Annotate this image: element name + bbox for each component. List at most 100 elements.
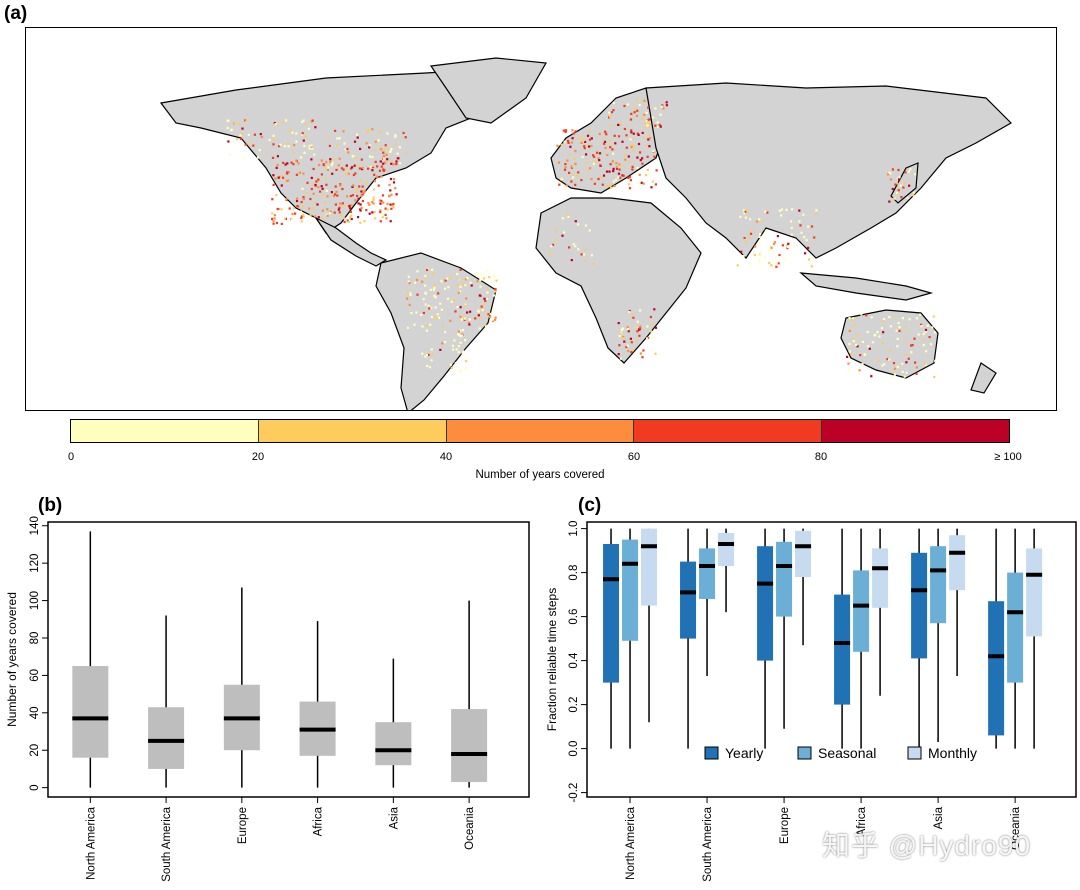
station-point (802, 213, 805, 216)
station-point (770, 246, 773, 249)
station-point (474, 317, 477, 320)
station-point (312, 183, 315, 186)
station-point (898, 326, 901, 329)
station-point (612, 170, 615, 173)
station-point (915, 366, 918, 369)
y-tick-label: 0.4 (568, 652, 580, 669)
station-point (327, 137, 330, 140)
box (757, 546, 774, 661)
station-point (586, 161, 589, 164)
station-point (361, 185, 364, 188)
station-point (354, 172, 357, 175)
station-point (320, 173, 323, 176)
station-point (892, 362, 896, 365)
station-point (740, 250, 743, 253)
station-point (653, 155, 656, 158)
station-point (283, 145, 286, 148)
station-point (769, 248, 772, 251)
station-point (850, 353, 853, 356)
station-point (332, 158, 335, 161)
station-point (430, 306, 433, 310)
station-point (399, 162, 402, 165)
station-point (654, 326, 658, 329)
station-point (292, 207, 295, 210)
station-point (351, 194, 354, 197)
station-point (427, 353, 430, 356)
station-point (780, 208, 784, 211)
station-point (296, 197, 299, 200)
station-point (272, 222, 275, 225)
station-point (641, 162, 644, 165)
station-point (372, 196, 375, 199)
station-point (739, 215, 742, 218)
station-point (336, 137, 339, 140)
legend-label: Seasonal (818, 745, 876, 761)
station-point (631, 349, 634, 352)
station-point (304, 123, 307, 126)
station-point (328, 144, 331, 147)
station-point (276, 164, 279, 167)
station-point (483, 297, 486, 300)
station-point (571, 137, 574, 140)
station-point (778, 209, 781, 212)
station-point (914, 361, 917, 364)
station-point (619, 332, 622, 335)
station-point (642, 136, 645, 139)
station-point (325, 183, 328, 186)
station-point (642, 182, 645, 185)
station-point (589, 167, 592, 170)
station-point (619, 357, 622, 360)
station-point (365, 209, 368, 212)
station-point (580, 136, 583, 139)
station-point (564, 163, 567, 166)
station-point (465, 360, 468, 363)
station-point (566, 159, 569, 162)
station-point (315, 180, 318, 183)
station-point (858, 369, 861, 372)
station-point (352, 173, 355, 177)
station-point (639, 151, 642, 154)
station-point (625, 134, 628, 137)
station-point (330, 163, 334, 167)
station-point (429, 288, 432, 291)
station-point (466, 311, 469, 314)
station-point (662, 107, 665, 110)
station-point (385, 153, 388, 156)
station-point (443, 341, 447, 344)
box (930, 546, 947, 624)
station-point (271, 156, 275, 159)
station-point (293, 144, 296, 147)
station-point (636, 166, 639, 169)
box (1007, 572, 1024, 683)
station-point (617, 123, 620, 126)
station-point (285, 198, 288, 201)
station-point (453, 372, 456, 375)
station-point (772, 242, 776, 245)
station-point (450, 366, 453, 369)
station-point (346, 219, 349, 222)
station-point (654, 107, 657, 110)
station-point (742, 255, 745, 258)
station-point (574, 162, 577, 165)
station-point (659, 125, 662, 128)
station-point (628, 310, 631, 313)
station-point (891, 375, 894, 378)
station-point (603, 140, 607, 143)
station-point (897, 191, 900, 194)
station-point (919, 313, 922, 316)
station-point (439, 348, 442, 351)
station-point (577, 223, 580, 226)
station-point (340, 167, 344, 170)
x-tick-label: Asia (933, 806, 945, 829)
station-point (905, 371, 908, 374)
station-point (630, 341, 633, 344)
station-point (350, 217, 353, 221)
station-point (326, 214, 329, 217)
station-point (444, 287, 447, 290)
station-point (484, 299, 487, 303)
station-point (275, 193, 278, 197)
station-point (379, 130, 382, 133)
station-point (457, 333, 460, 336)
station-point (646, 155, 649, 158)
station-point (641, 117, 644, 120)
